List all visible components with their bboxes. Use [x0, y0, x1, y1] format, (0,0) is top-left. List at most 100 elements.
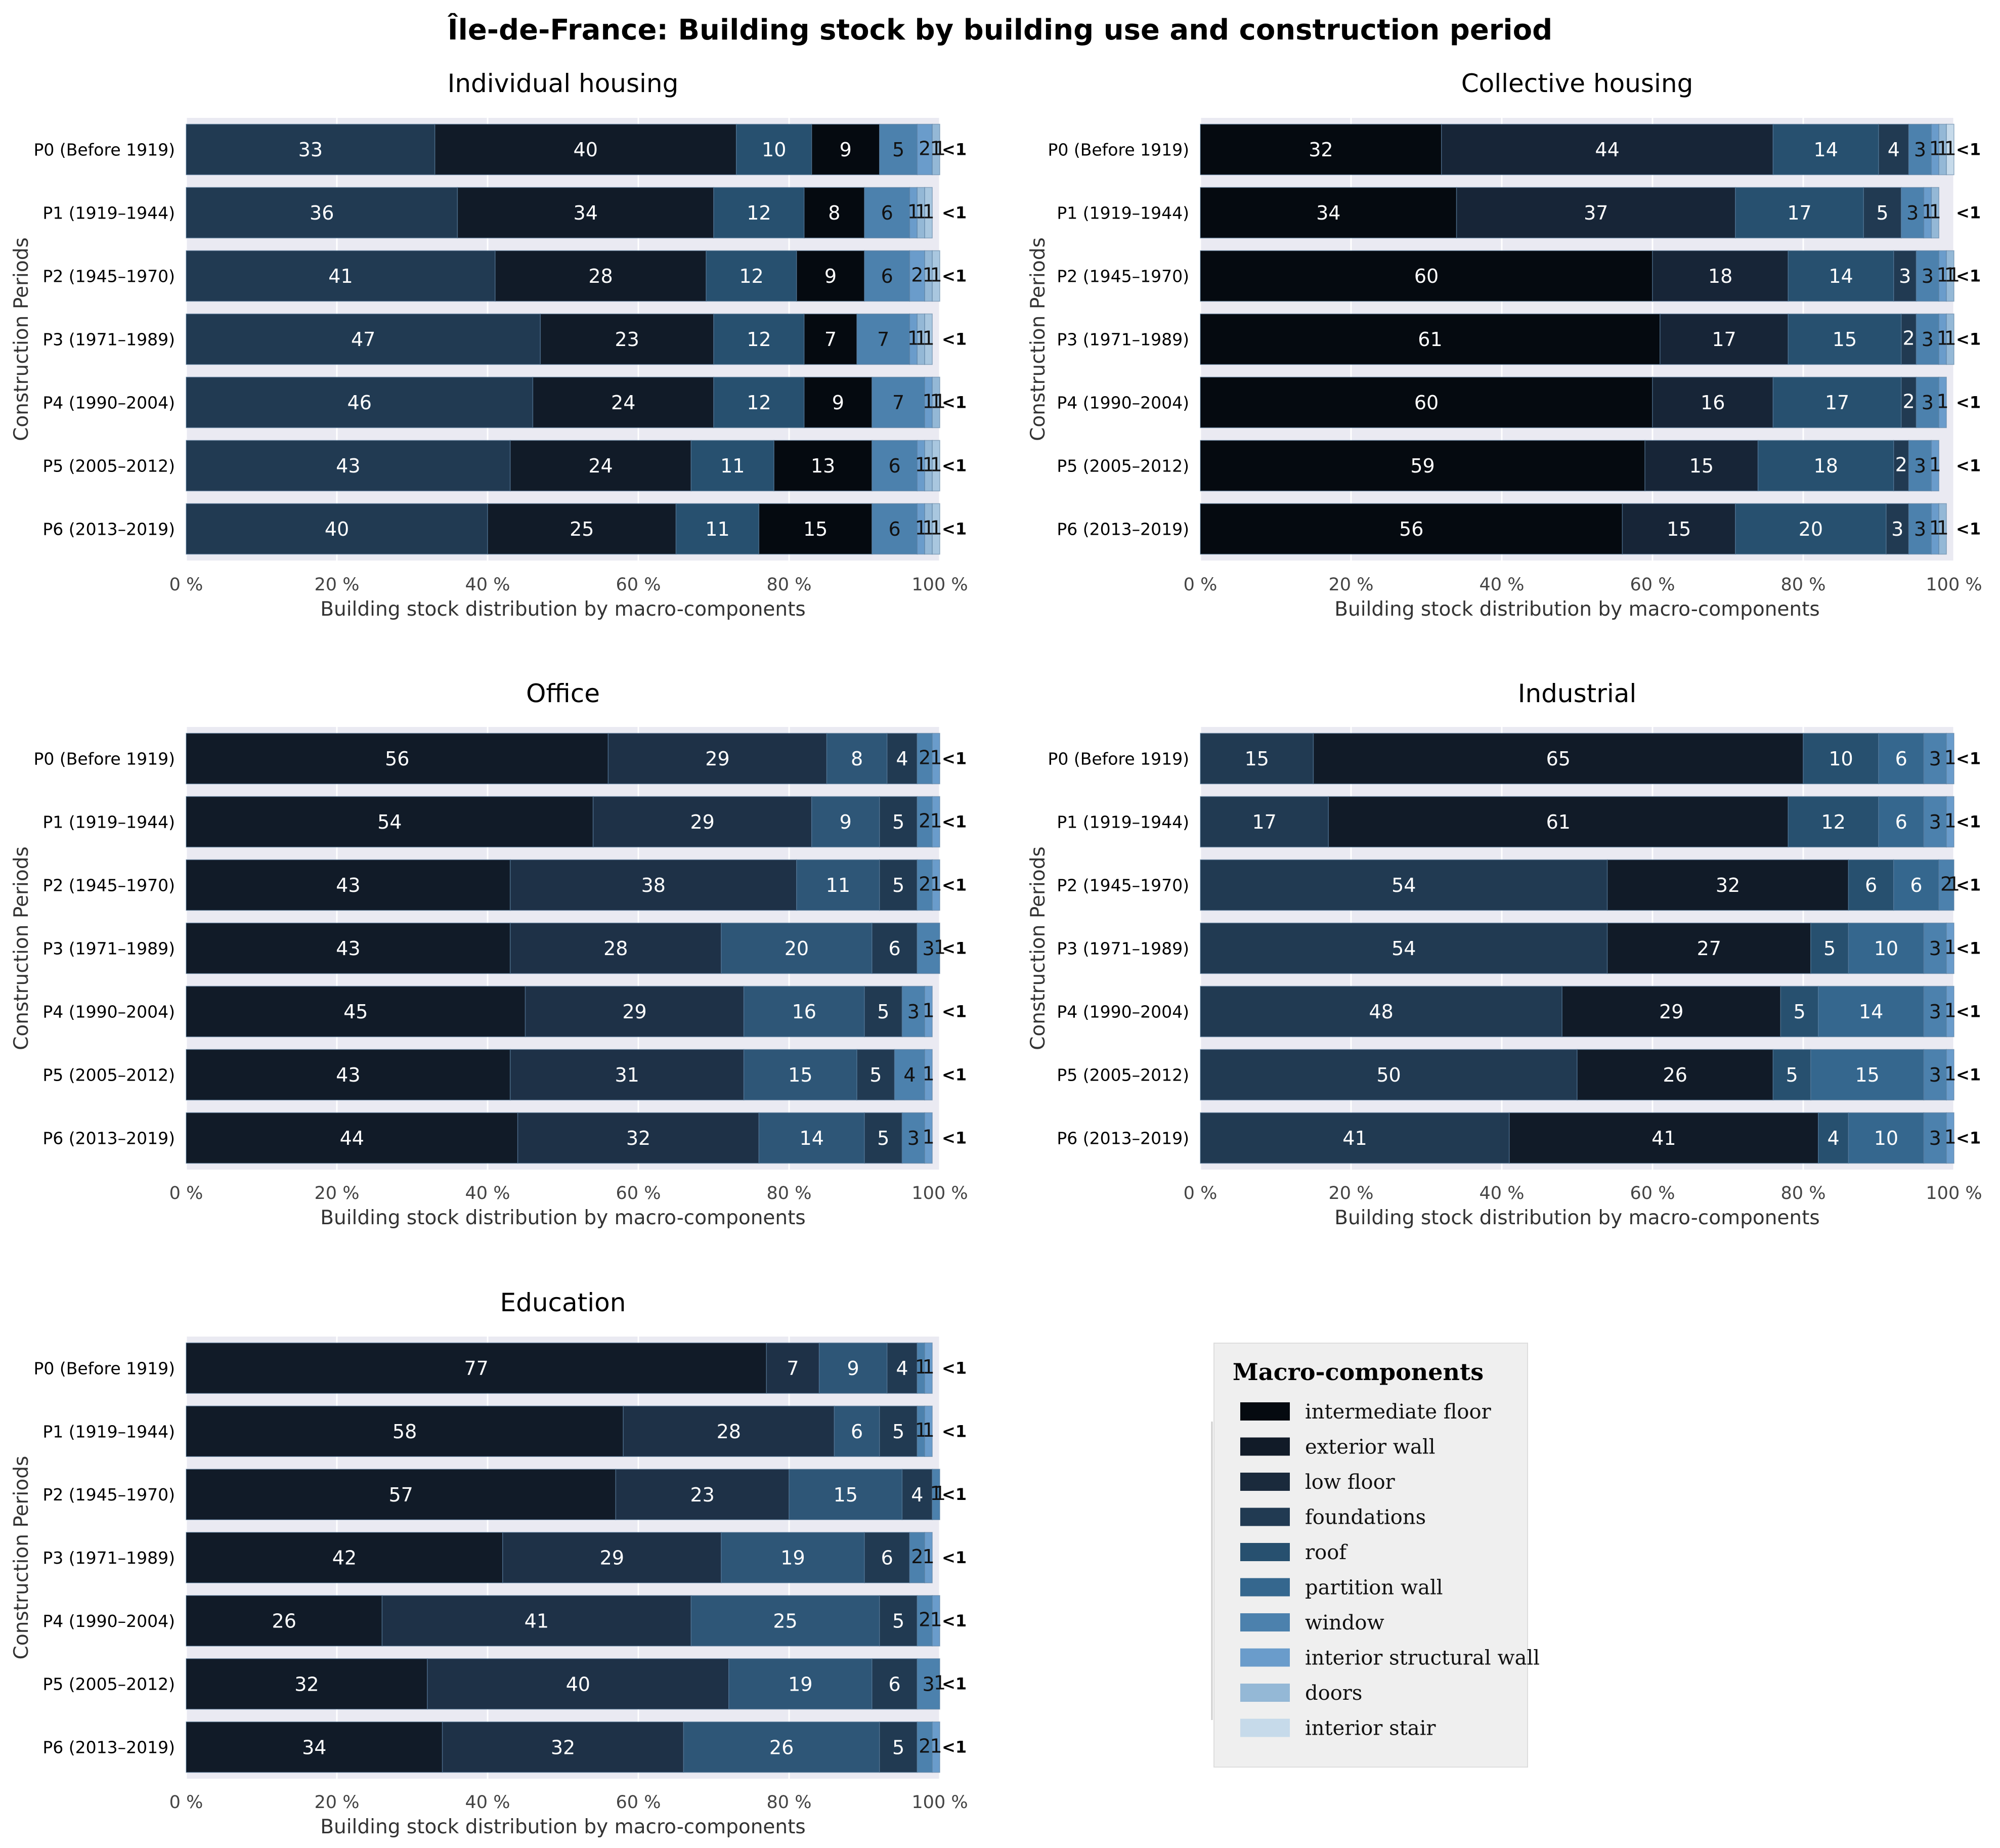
bar-segment [1200, 250, 1653, 302]
bar-segment [1772, 123, 1879, 176]
y-axis-label: Construction Periods [10, 1456, 33, 1660]
data-label: 1 [930, 873, 942, 895]
bar-segment [834, 1405, 880, 1457]
data-label: 34 [1316, 202, 1340, 224]
data-label: 6 [881, 202, 893, 224]
bar-segment [932, 1469, 940, 1520]
x-axis-label: Building stock distribution by macro-com… [320, 1816, 806, 1838]
data-label: 1 [934, 1672, 946, 1694]
bar-segment [1878, 733, 1925, 785]
bar-segment [804, 376, 873, 428]
x-tick-label: 0 % [1184, 575, 1218, 595]
bar-segment [615, 1469, 790, 1520]
data-label: 41 [328, 265, 353, 287]
data-label: 45 [343, 1001, 368, 1023]
bar-segment [804, 187, 865, 239]
remainder-label: <1 [942, 876, 967, 895]
legend-swatch [1240, 1543, 1290, 1561]
bar-segment [1916, 376, 1939, 428]
bar-segment [1788, 313, 1902, 365]
data-label: 1 [1944, 999, 1956, 1021]
remainder-label: <1 [942, 330, 967, 349]
data-label: 14 [800, 1127, 824, 1149]
data-label: 1 [923, 1062, 935, 1085]
x-tick-label: 100 % [1926, 1183, 1982, 1204]
data-label: 28 [717, 1421, 741, 1443]
data-label: 15 [1833, 328, 1857, 351]
data-label: 40 [566, 1673, 590, 1695]
bar-segment [1622, 503, 1736, 555]
category-label: P6 (2013–2019) [42, 520, 175, 539]
bar-segment [1848, 859, 1894, 911]
bar-row: P2 (1945–1970) 43 38 11 5 21 <1 [42, 859, 967, 911]
bar-row: P0 (Before 1919) 15 65 10 6 3 1 <1 [1048, 733, 1981, 785]
category-label: P5 (2005–2012) [1057, 1065, 1189, 1085]
bar-segment [879, 123, 918, 176]
bar-row: P4 (1990–2004) 26 41 25 5 21 <1 [42, 1595, 967, 1647]
bar-row: P2 (1945–1970) 60 18 14 3 3 111<1 [1057, 250, 1981, 302]
chart-5: Education Construction Periods 0 % 20 % 40 %… [10, 1288, 968, 1838]
data-label: 54 [377, 811, 402, 833]
data-label: 27 [1697, 937, 1721, 960]
bar-row: P0 (Before 1919) 56 29 8 4 21 <1 [33, 733, 967, 785]
bar-segment [901, 1469, 933, 1520]
bar-segment [909, 250, 925, 302]
bar-segment [1878, 123, 1909, 176]
data-label: 65 [1546, 748, 1571, 770]
remainder-label: <1 [1956, 812, 1981, 832]
bar-segment [186, 733, 609, 785]
legend-swatch [1240, 1648, 1290, 1667]
data-label: 24 [611, 392, 635, 414]
legend-item: low floor [1240, 1471, 1396, 1494]
bar-segment [186, 985, 526, 1038]
bar-segment [487, 503, 677, 555]
bar-segment [886, 733, 918, 785]
bar-segment [1893, 250, 1917, 302]
data-label: 25 [570, 518, 594, 540]
legend-item: doors [1240, 1682, 1362, 1705]
data-label: 4 [896, 1357, 908, 1380]
category-label: P5 (2005–2012) [42, 1065, 175, 1085]
data-label: 61 [1418, 328, 1442, 351]
bar-segment [932, 859, 940, 911]
bar-segment [434, 123, 737, 176]
bar-segment [1946, 733, 1954, 785]
bar-segment [1878, 796, 1925, 848]
legend-swatch [1240, 1718, 1290, 1737]
category-label: P5 (2005–2012) [1057, 456, 1189, 476]
bar-segment [1848, 1112, 1925, 1164]
data-label: 5 [892, 1610, 904, 1632]
charts-area: Individual housing Construction Periods 0 … [10, 69, 1982, 1838]
bar-segment [924, 1342, 933, 1394]
bar-segment [932, 250, 940, 302]
bar-segment [886, 1342, 918, 1394]
category-label: P0 (Before 1919) [1048, 749, 1189, 769]
bar-row: P1 (1919–1944) 58 28 6 5 11 <1 [42, 1405, 967, 1457]
bar-segment [1946, 1112, 1954, 1164]
data-label: 25 [773, 1610, 797, 1632]
data-label: 2 [919, 1609, 931, 1631]
bar-segment [186, 1532, 503, 1583]
legend-label: exterior wall [1305, 1436, 1435, 1459]
bar-segment [1200, 187, 1457, 239]
x-tick-label: 40 % [465, 1792, 510, 1813]
data-label: 8 [828, 202, 840, 224]
data-label: 20 [785, 937, 809, 960]
remainder-label: <1 [942, 812, 967, 832]
data-label: 59 [1410, 455, 1434, 477]
remainder-label: <1 [942, 1065, 967, 1085]
x-tick-label: 100 % [911, 1183, 968, 1204]
data-label: 17 [1787, 202, 1811, 224]
bar-segment [186, 376, 534, 428]
bar-segment [1916, 313, 1939, 365]
bar-segment [1200, 313, 1661, 365]
data-label: 1 [1944, 327, 1956, 349]
legend-label: roof [1305, 1541, 1348, 1564]
legend-label: doors [1305, 1682, 1362, 1705]
data-label: 3 [907, 1127, 920, 1149]
bar-segment [1509, 1112, 1819, 1164]
bar-segment [607, 733, 828, 785]
category-label: P4 (1990–2004) [42, 1002, 175, 1022]
bar-segment [879, 859, 918, 911]
x-tick-label: 60 % [616, 1183, 661, 1204]
